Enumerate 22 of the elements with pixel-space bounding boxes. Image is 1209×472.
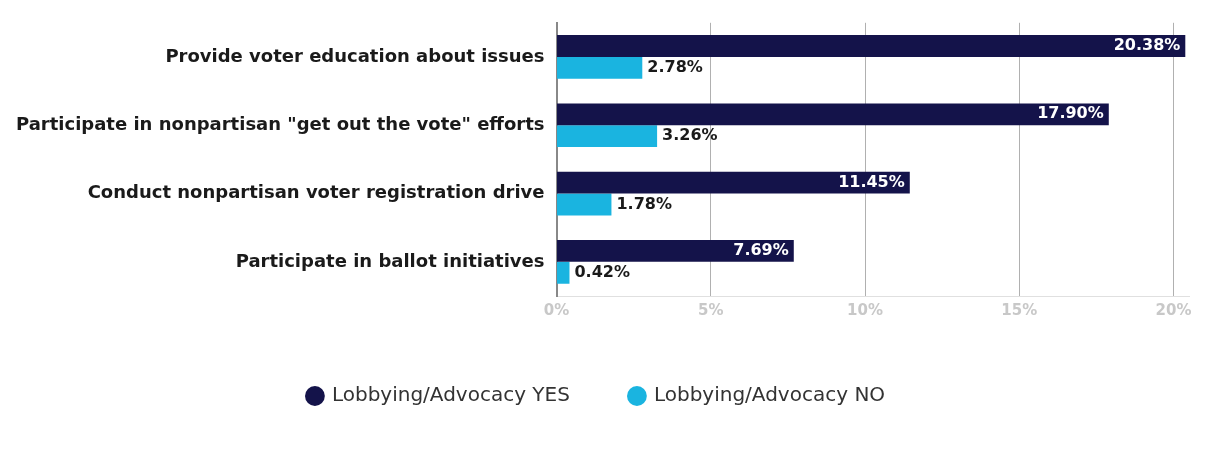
data-label: 1.78%	[616, 193, 672, 213]
bar	[557, 239, 794, 262]
y-tick-label: Provide voter education about issues	[165, 44, 545, 66]
y-tick-label: Participate in ballot initiatives	[235, 249, 545, 271]
bar	[557, 171, 910, 194]
bar	[557, 103, 1109, 126]
legend-label: Lobbying/Advocacy NO	[653, 382, 886, 407]
y-tick-label: Conduct nonpartisan voter registration drive	[87, 181, 545, 203]
data-label: 0.42%	[574, 261, 630, 281]
data-label: 3.26%	[662, 125, 718, 145]
bar	[557, 125, 658, 148]
bar	[557, 261, 570, 284]
bar	[557, 193, 612, 216]
bar	[557, 35, 1186, 57]
bar	[557, 56, 643, 79]
y-tick-label: Participate in nonpartisan "get out the vote" efforts	[15, 112, 545, 134]
data-label: 17.90%	[1037, 103, 1104, 123]
legend-label: Lobbying/Advocacy YES	[331, 382, 570, 407]
data-label: 7.69%	[733, 240, 789, 260]
data-label: 11.45%	[838, 171, 905, 191]
data-label: 20.38%	[1113, 35, 1181, 55]
data-label: 2.78%	[647, 57, 703, 77]
